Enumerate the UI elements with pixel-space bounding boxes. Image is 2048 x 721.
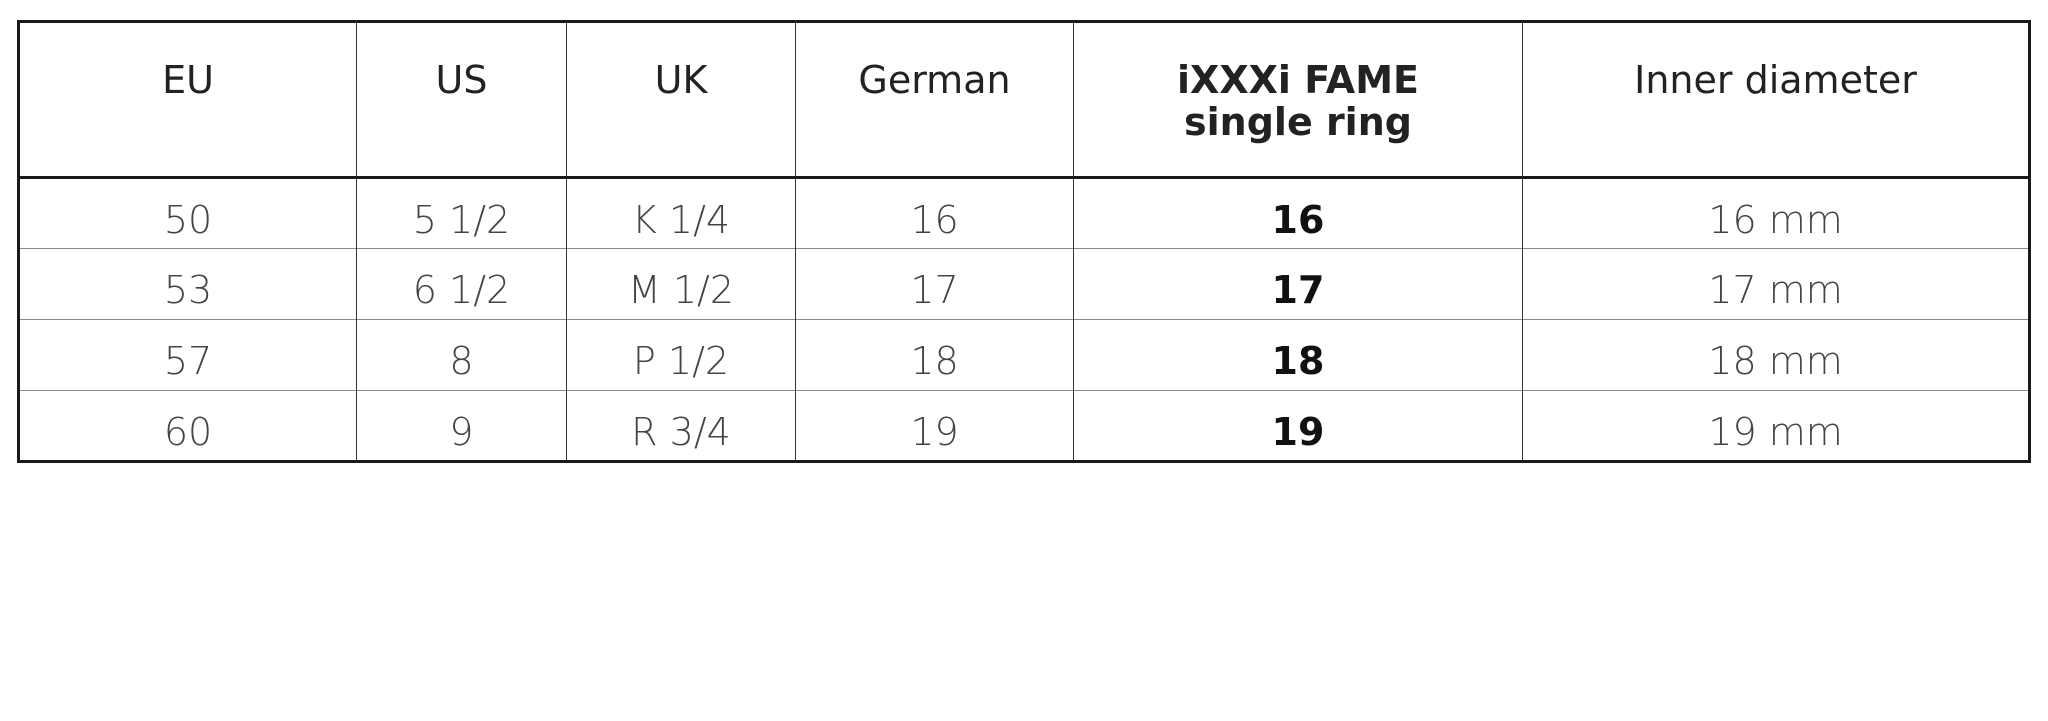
column-header: iXXXi FAME single ring bbox=[1073, 21, 1523, 179]
column-header: US bbox=[356, 21, 567, 179]
table-cell: 16 mm bbox=[1522, 177, 2030, 249]
column-header: UK bbox=[566, 21, 796, 179]
header-row: EU US UK German iXXXi FAME single ring Inner … bbox=[18, 21, 2030, 179]
table-cell: 60 bbox=[18, 390, 357, 462]
table-cell: 18 mm bbox=[1522, 319, 2030, 391]
table-cell: 53 bbox=[18, 248, 357, 320]
size-table: EU US UK German iXXXi FAME single ring Inner … bbox=[17, 20, 2031, 463]
table-cell: 57 bbox=[18, 319, 357, 391]
column-header: EU bbox=[18, 21, 357, 179]
table-cell: 16 bbox=[1073, 177, 1523, 249]
table-cell: 19 mm bbox=[1522, 390, 2030, 462]
table-body: 50 5 1/2 K 1/4 16 16 16 mm 53 6 1/2 M 1/2 17 17 17 … bbox=[18, 177, 2030, 462]
table-cell: 6 1/2 bbox=[356, 248, 567, 320]
table-row: 60 9 R 3/4 19 19 19 mm bbox=[18, 390, 2030, 462]
table-row: 57 8 P 1/2 18 18 18 mm bbox=[18, 319, 2030, 391]
table-cell: 19 bbox=[1073, 390, 1523, 462]
column-header: Inner diameter bbox=[1522, 21, 2030, 179]
table-cell: 17 bbox=[1073, 248, 1523, 320]
table-cell: 17 mm bbox=[1522, 248, 2030, 320]
table-cell: 16 bbox=[795, 177, 1074, 249]
table-cell: 9 bbox=[356, 390, 567, 462]
table-cell: M 1/2 bbox=[566, 248, 796, 320]
table-cell: 19 bbox=[795, 390, 1074, 462]
table-row: 53 6 1/2 M 1/2 17 17 17 mm bbox=[18, 248, 2030, 320]
table-row: 50 5 1/2 K 1/4 16 16 16 mm bbox=[18, 177, 2030, 249]
table-cell: 50 bbox=[18, 177, 357, 249]
table-cell: 18 bbox=[795, 319, 1074, 391]
column-header: German bbox=[795, 21, 1074, 179]
table-cell: R 3/4 bbox=[566, 390, 796, 462]
table-cell: P 1/2 bbox=[566, 319, 796, 391]
table-cell: 17 bbox=[795, 248, 1074, 320]
table-cell: 5 1/2 bbox=[356, 177, 567, 249]
table-cell: 8 bbox=[356, 319, 567, 391]
table-cell: K 1/4 bbox=[566, 177, 796, 249]
table-cell: 18 bbox=[1073, 319, 1523, 391]
